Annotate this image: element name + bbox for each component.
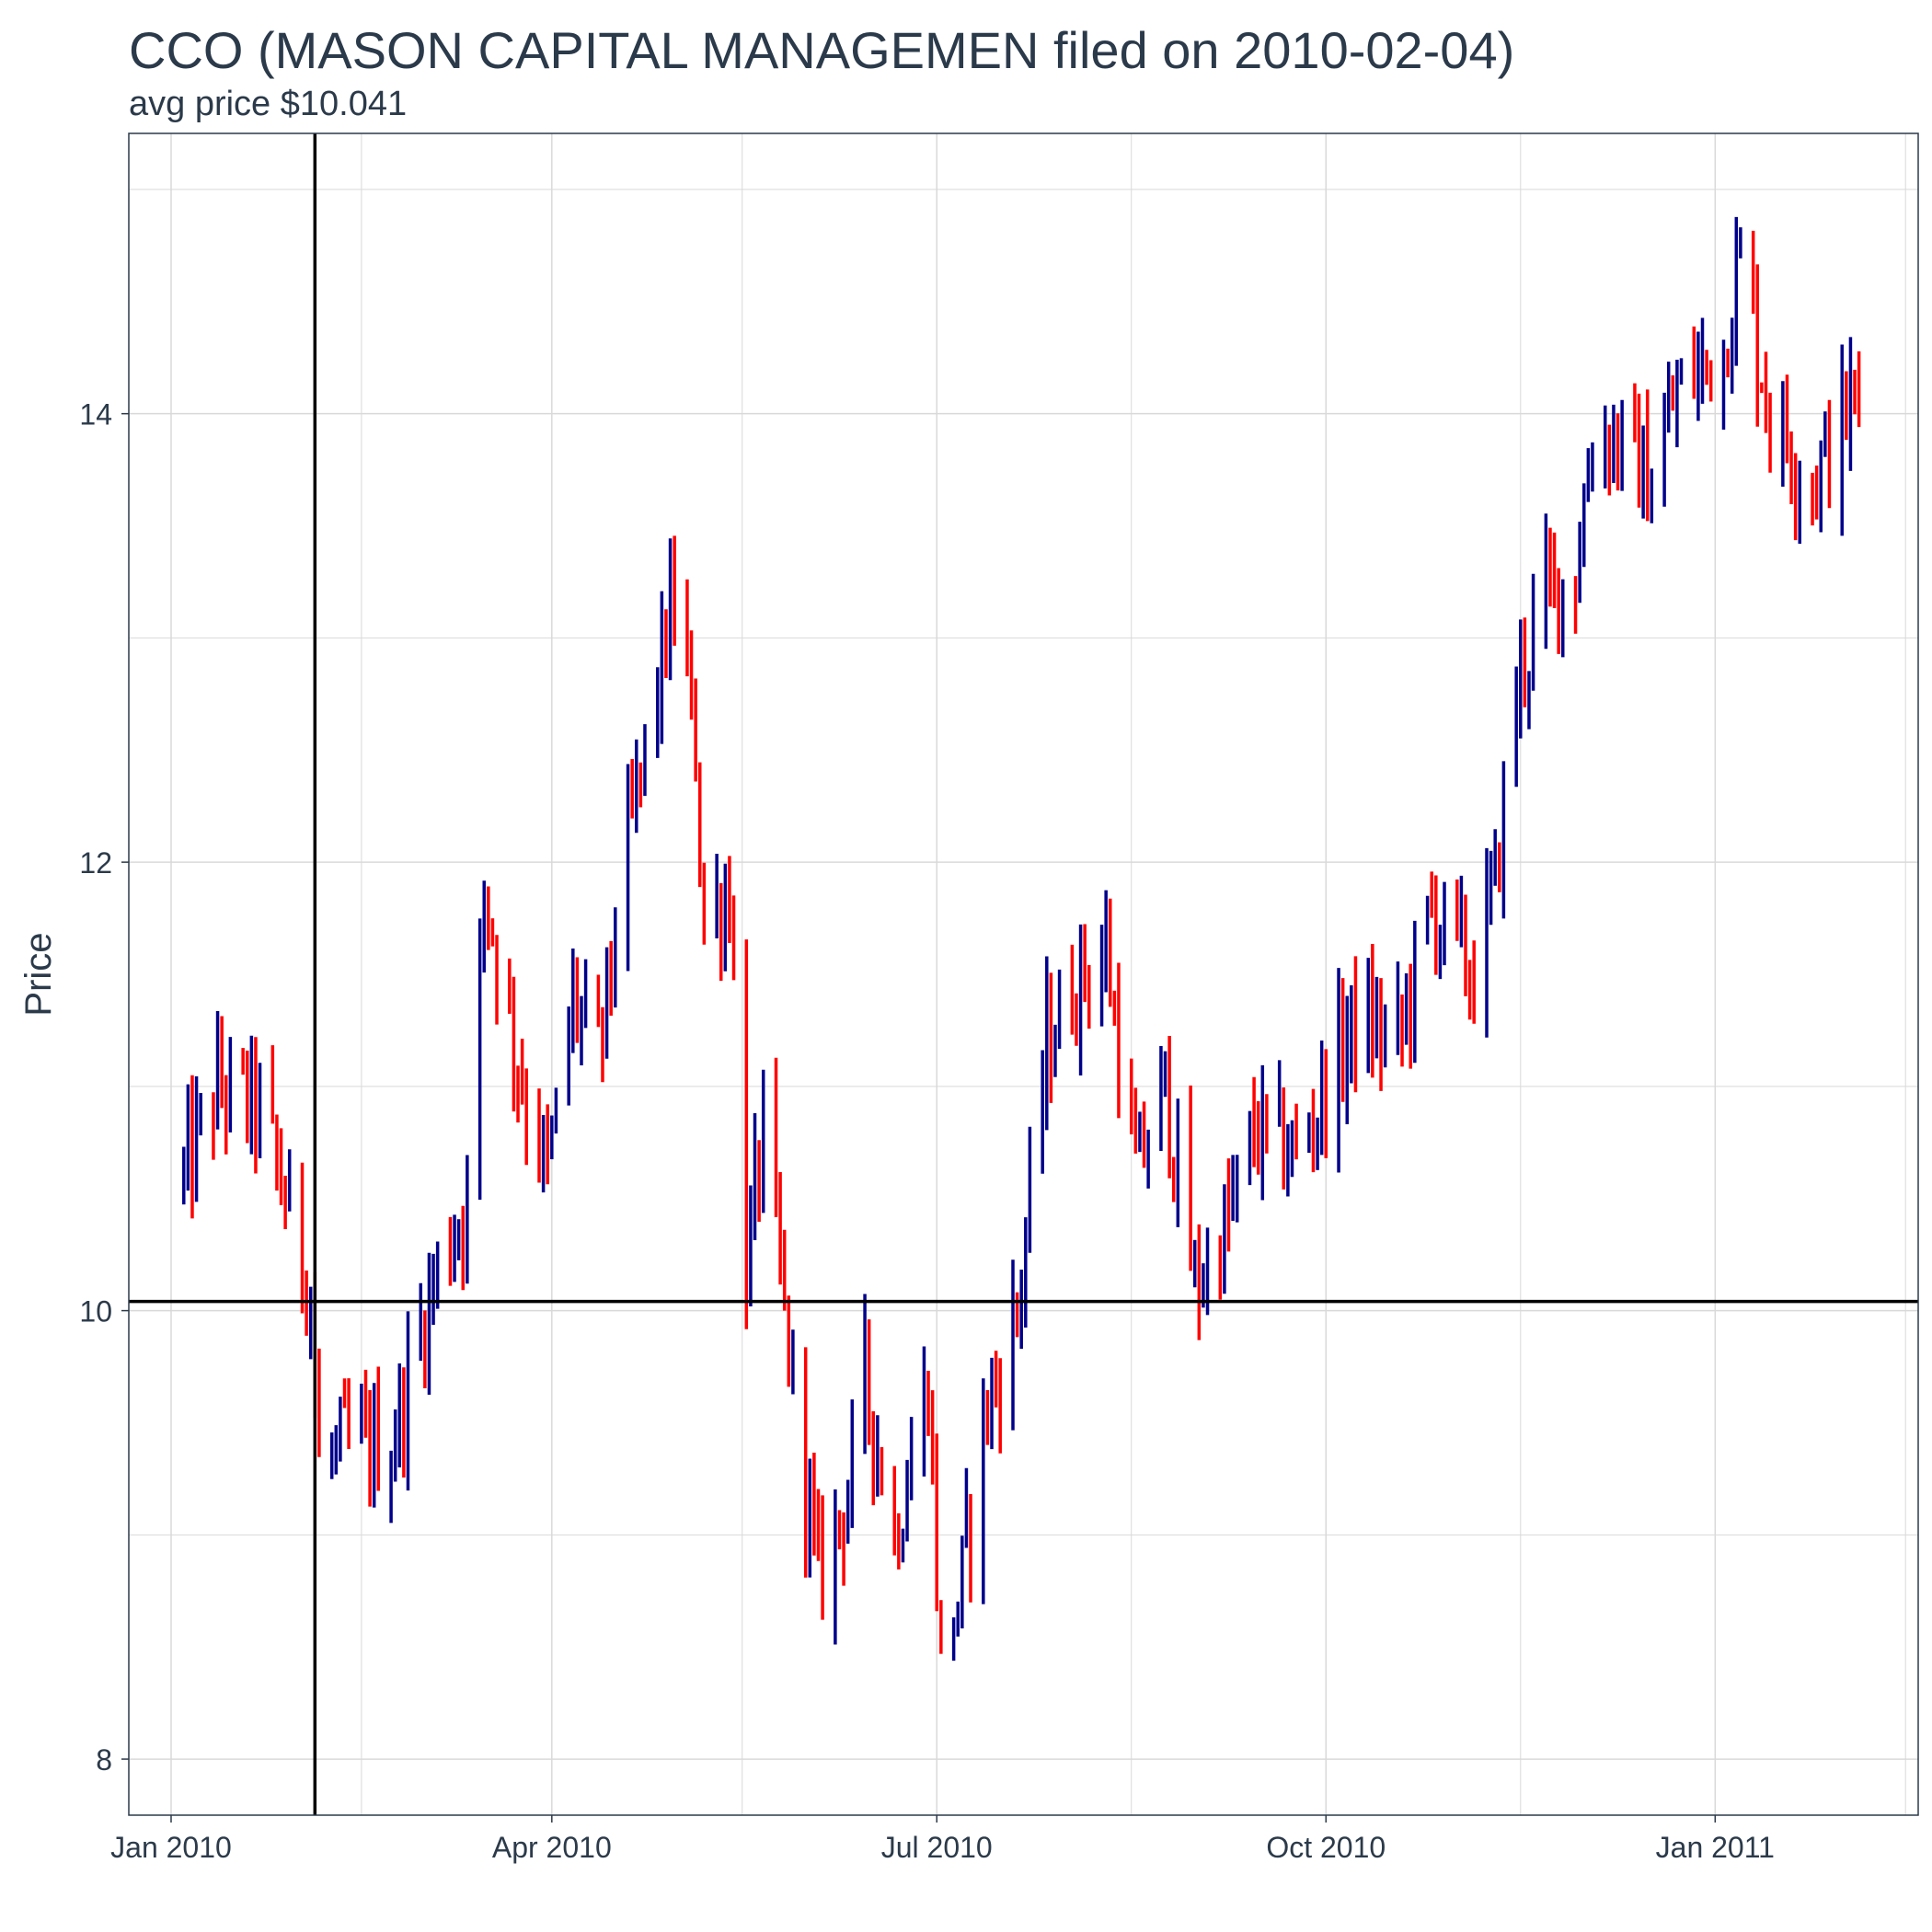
price-bars — [182, 216, 1861, 1662]
x-tick-label: Jan 2010 — [110, 1831, 232, 1864]
x-tick-label: Jan 2011 — [1656, 1831, 1775, 1864]
x-tick-label: Apr 2010 — [492, 1831, 612, 1864]
y-tick-label: 14 — [79, 398, 112, 431]
x-tick-label: Oct 2010 — [1266, 1831, 1386, 1864]
axis-ticks: 8 10 12 14 Jan 2010 Apr 2010 Jul 2010 Oct 2010 J… — [79, 398, 1775, 1864]
chart-subtitle: avg price $10.041 — [129, 85, 408, 123]
grid-lines — [129, 133, 1918, 1815]
y-axis-label: Price — [18, 932, 59, 1016]
x-tick-label: Jul 2010 — [881, 1831, 993, 1864]
chart-title: CCO (MASON CAPITAL MANAGEMEN filed on 20… — [129, 21, 1515, 79]
plot-border — [128, 132, 1919, 1816]
y-tick-label: 12 — [79, 846, 112, 880]
y-tick-label: 8 — [96, 1743, 112, 1777]
y-tick-label: 10 — [79, 1295, 112, 1328]
reference-lines — [129, 133, 1918, 1815]
